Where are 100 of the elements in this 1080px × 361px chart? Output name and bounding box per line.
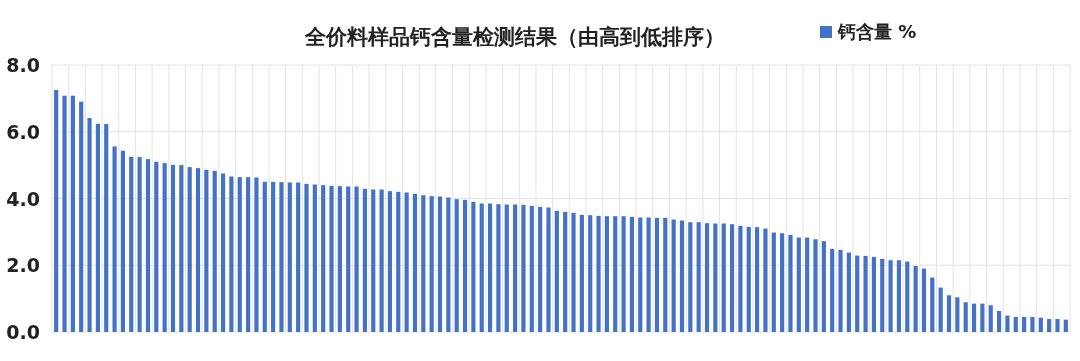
bar <box>1047 318 1052 332</box>
bar <box>913 265 918 332</box>
bar <box>713 223 718 332</box>
bar <box>95 123 100 332</box>
y-tick-label: 0.0 <box>6 321 40 343</box>
bar <box>529 205 534 332</box>
bar <box>179 165 184 332</box>
bar <box>329 185 334 332</box>
bar <box>271 181 276 332</box>
y-tick-label: 6.0 <box>6 120 40 143</box>
bar <box>755 227 760 332</box>
bar <box>229 176 234 332</box>
bar <box>421 195 426 332</box>
bar <box>195 168 201 332</box>
bar <box>79 101 84 332</box>
bar <box>963 302 968 332</box>
bar <box>104 124 109 332</box>
bar <box>262 181 267 332</box>
bar <box>763 228 768 332</box>
bar <box>613 216 618 332</box>
bar <box>362 188 367 332</box>
bar <box>479 203 484 332</box>
bar <box>930 277 935 332</box>
bar <box>220 173 226 332</box>
bar <box>663 217 668 332</box>
y-tick-label: 8.0 <box>6 54 40 76</box>
bar <box>679 220 685 332</box>
bar <box>54 90 59 332</box>
bar <box>187 167 192 332</box>
y-tick-label: 4.0 <box>6 187 40 210</box>
bar <box>287 182 292 332</box>
bar <box>896 260 902 332</box>
bar <box>863 255 868 332</box>
bar <box>379 189 384 332</box>
bar <box>446 197 451 332</box>
bar <box>538 206 543 332</box>
bar <box>337 186 342 332</box>
bar <box>946 295 952 332</box>
bar <box>487 203 493 332</box>
bar <box>546 207 551 332</box>
bar <box>846 252 851 332</box>
bar <box>454 199 459 332</box>
bar <box>279 182 284 332</box>
bar <box>471 201 476 332</box>
bar <box>671 219 676 332</box>
bar <box>62 95 67 332</box>
bar <box>429 196 434 332</box>
bar <box>412 193 418 332</box>
bar <box>87 118 92 332</box>
bar <box>604 216 609 332</box>
bar <box>688 222 693 332</box>
bar <box>504 204 509 332</box>
bar <box>254 177 259 332</box>
bar <box>112 146 117 332</box>
bar <box>246 177 251 332</box>
bar <box>1030 316 1035 332</box>
bar <box>629 216 635 332</box>
bar <box>563 211 568 332</box>
bar <box>145 159 151 332</box>
bar <box>496 204 501 332</box>
bar <box>579 214 584 332</box>
bar <box>729 224 735 332</box>
bar <box>621 216 626 332</box>
bar <box>212 170 217 332</box>
bar <box>1038 317 1043 332</box>
bar <box>988 305 993 332</box>
bar <box>387 191 393 332</box>
bar <box>746 226 751 332</box>
bar <box>596 215 601 332</box>
bar <box>1055 318 1060 332</box>
bar <box>646 217 651 332</box>
bar <box>354 186 359 332</box>
bar <box>654 217 660 332</box>
bar <box>588 215 593 332</box>
bar <box>980 303 985 332</box>
bar <box>771 232 776 332</box>
bar <box>437 196 443 332</box>
bar <box>871 256 876 332</box>
bar <box>513 204 518 332</box>
bar <box>321 185 326 332</box>
bar <box>971 303 977 332</box>
bar <box>838 249 843 332</box>
bar <box>704 223 710 332</box>
bar <box>1013 316 1018 332</box>
bar <box>738 225 743 332</box>
bar <box>571 212 576 332</box>
bar <box>880 258 885 332</box>
bar <box>162 163 167 332</box>
bar <box>204 169 209 332</box>
chart-title: 全价料样品钙含量检测结果（由高到低排序） <box>304 25 725 49</box>
bar <box>346 186 351 332</box>
bar <box>996 310 1002 332</box>
bar <box>296 182 301 332</box>
bar <box>813 239 818 332</box>
y-tick-label: 2.0 <box>6 254 40 277</box>
bar <box>1063 319 1068 332</box>
bar <box>780 233 785 332</box>
bar <box>855 255 860 332</box>
bar <box>888 260 893 332</box>
bar <box>312 184 317 332</box>
